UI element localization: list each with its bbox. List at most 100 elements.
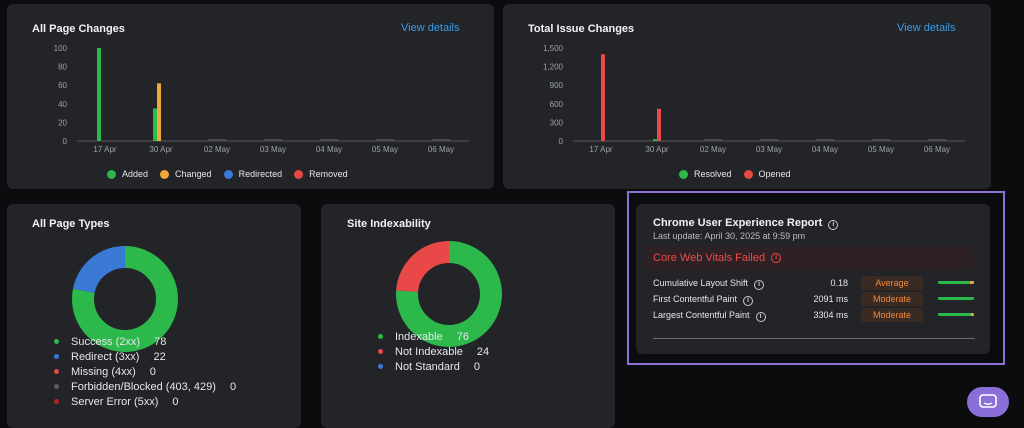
x-tick-label: 04 May: [316, 145, 342, 154]
x-tick-label: 30 Apr: [645, 145, 668, 154]
page-changes-view-details-link[interactable]: View details: [401, 22, 460, 34]
legend-row[interactable]: Success (2xx) 78: [54, 334, 236, 349]
page-types-legend-list: Success (2xx) 78 Redirect (3xx) 22 Missing (…: [54, 334, 236, 409]
x-tick-label: 30 Apr: [149, 145, 172, 154]
page-types-donut-chart: [72, 246, 178, 352]
all-page-changes-card: All Page Changes View details 0 20 40 60 80 1…: [7, 4, 494, 189]
legend-dot: [54, 339, 59, 344]
crux-metric-row: First Contentful Paint i 2091 ms Moderate: [653, 292, 983, 308]
issue-changes-bar-chart: 0 300 600 900 1,200 1,500 17 Apr 30 Apr 02 May 03…: [543, 44, 965, 154]
x-tick-label: 05 May: [372, 145, 398, 154]
metric-info-icon[interactable]: i: [743, 296, 754, 306]
legend-row[interactable]: Missing (4xx) 0: [54, 364, 236, 379]
bar-added: [97, 48, 101, 141]
metric-info-icon[interactable]: i: [755, 312, 766, 322]
metric-value: 3304 ms: [813, 310, 848, 320]
metric-distribution-bar: [938, 313, 974, 316]
legend-item-resolved[interactable]: Resolved: [679, 169, 732, 179]
legend-row[interactable]: Not Standard 0: [378, 359, 489, 374]
y-tick-label: 20: [58, 118, 67, 127]
empty-bar-stub: [432, 139, 450, 141]
legend-value: 0: [172, 395, 179, 408]
page-changes-bar-chart: 0 20 40 60 80 100 17 Apr 30 Apr 02 May 03 May 04 M…: [54, 44, 469, 154]
core-web-vitals-status-banner: Core Web Vitals Failed i: [645, 246, 973, 270]
legend-item-removed[interactable]: Removed: [294, 169, 348, 179]
bar-opened: [601, 54, 605, 142]
donut-slice-redirect-3xx: [72, 246, 178, 352]
all-page-types-card: All Page Types Success (2xx) 78 Redirect (…: [7, 204, 301, 428]
legend-value: 24: [476, 345, 490, 358]
empty-bar-stub: [816, 139, 834, 141]
metric-info-icon[interactable]: i: [754, 280, 765, 290]
metric-distribution-bar: [938, 297, 974, 300]
crux-metric-row: Largest Contentful Paint i 3304 ms Moderate: [653, 308, 983, 324]
x-tick-label: 03 May: [260, 145, 286, 154]
legend-dot: [378, 349, 383, 354]
empty-bar-stub: [376, 139, 394, 141]
legend-dot: [679, 169, 688, 179]
legend-item-opened[interactable]: Opened: [743, 169, 791, 179]
legend-dot: [294, 169, 304, 179]
info-icon[interactable]: i: [828, 220, 839, 230]
x-tick-label: 05 May: [868, 145, 894, 154]
y-tick-label: 0: [559, 137, 564, 146]
y-tick-label: 40: [58, 100, 67, 109]
legend-row[interactable]: Indexable 76: [378, 329, 489, 344]
legend-dot: [378, 364, 383, 369]
bar-added: [153, 108, 157, 141]
legend-dot: [54, 399, 59, 404]
x-tick-label: 06 May: [924, 145, 950, 154]
metric-rating-badge: Moderate: [861, 308, 923, 322]
x-tick-label: 03 May: [756, 145, 782, 154]
empty-bar-stub: [320, 139, 338, 141]
legend-row[interactable]: Forbidden/Blocked (403, 429) 0: [54, 379, 236, 394]
legend-dot: [223, 169, 233, 179]
legend-label: Not Indexable: [395, 345, 463, 358]
legend-label: Redirect (3xx): [71, 350, 140, 363]
cwv-info-icon[interactable]: i: [771, 253, 782, 263]
legend-item-added[interactable]: Added: [107, 169, 148, 179]
donut-slice-not-indexable: [396, 241, 502, 347]
legend-dot: [54, 354, 59, 359]
bar-changed: [157, 83, 161, 141]
legend-row[interactable]: Redirect (3xx) 22: [54, 349, 236, 364]
legend-dot: [54, 369, 59, 374]
issue-changes-view-details-link[interactable]: View details: [897, 22, 956, 34]
metric-name: First Contentful Paint i: [653, 294, 754, 306]
metric-name: Largest Contentful Paint i: [653, 310, 766, 322]
crux-title: Chrome User Experience Report i: [653, 217, 839, 230]
metric-name: Cumulative Layout Shift i: [653, 278, 765, 290]
metric-rating-badge: Average: [861, 276, 923, 290]
legend-label: Server Error (5xx): [71, 395, 159, 408]
all-page-changes-title: All Page Changes: [32, 23, 125, 35]
crux-divider: [653, 338, 975, 339]
y-tick-label: 80: [58, 63, 67, 72]
empty-bar-stub: [760, 139, 778, 141]
issue-changes-legend: Resolved Opened: [679, 169, 791, 179]
metric-distribution-bar: [938, 281, 974, 284]
legend-item-redirected[interactable]: Redirected: [223, 169, 283, 179]
y-tick-label: 60: [58, 81, 67, 90]
legend-label: Redirected: [238, 169, 283, 179]
legend-dot: [107, 169, 116, 179]
empty-bar-stub: [872, 139, 890, 141]
x-tick-label: 17 Apr: [589, 145, 612, 154]
y-tick-label: 300: [550, 118, 564, 127]
legend-value: 0: [473, 360, 480, 373]
legend-label: Not Standard: [395, 360, 460, 373]
indexability-donut-chart: [396, 241, 502, 347]
crux-metric-row: Cumulative Layout Shift i 0.18 Average: [653, 276, 983, 292]
y-tick-label: 900: [550, 81, 564, 90]
metric-bar-tail: [970, 281, 974, 284]
legend-row[interactable]: Server Error (5xx) 0: [54, 394, 236, 409]
legend-item-changed[interactable]: Changed: [160, 169, 212, 179]
chat-button[interactable]: [967, 387, 1009, 417]
site-indexability-title: Site Indexability: [347, 218, 431, 230]
y-tick-label: 1,500: [543, 44, 564, 53]
legend-row[interactable]: Not Indexable 24: [378, 344, 489, 359]
total-issue-changes-card: Total Issue Changes View details 0 300 600…: [503, 4, 991, 189]
metric-rating-badge: Moderate: [861, 292, 923, 306]
empty-bar-stub: [264, 139, 282, 141]
all-page-types-title: All Page Types: [32, 218, 110, 230]
page-changes-legend: Added Changed Redirected Removed: [107, 169, 348, 179]
